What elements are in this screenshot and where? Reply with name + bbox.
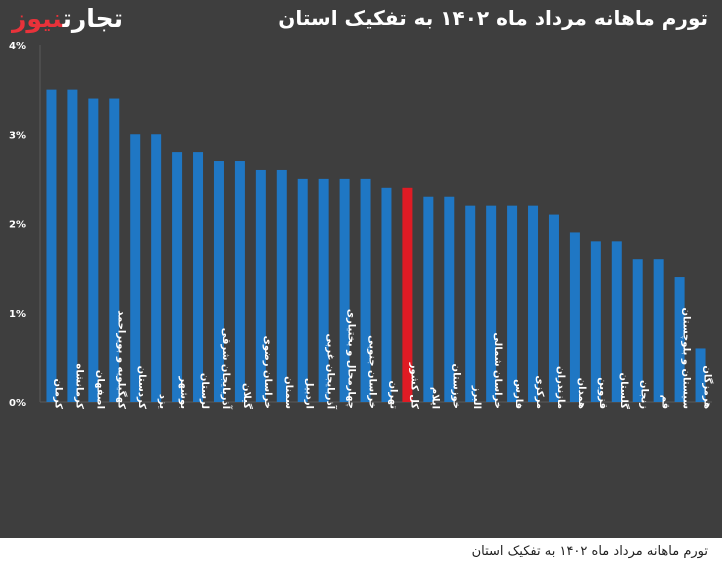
bar <box>632 259 643 402</box>
bar <box>653 259 664 402</box>
bar <box>130 134 141 402</box>
bar <box>276 169 287 402</box>
x-tick-label: قم <box>660 395 671 409</box>
y-tick-label: 2% <box>9 220 26 231</box>
bar <box>611 241 622 402</box>
bar <box>486 205 497 402</box>
x-tick-label: سمنان <box>283 376 294 409</box>
bar <box>339 178 350 402</box>
x-tick-label: هرمزگان <box>702 365 715 409</box>
x-tick-label: فارس <box>513 379 524 409</box>
x-tick-label: ایلام <box>429 387 440 409</box>
bar <box>151 134 162 402</box>
x-tick-label: لرستان <box>199 373 210 409</box>
x-tick-label: کرمان <box>52 378 63 409</box>
x-tick-label: بوشهر <box>178 375 189 409</box>
bar <box>402 187 413 402</box>
x-tick-label: گلستان <box>618 373 631 410</box>
x-tick-label: اصفهان <box>94 370 105 409</box>
bar <box>674 277 685 402</box>
x-tick-label: زنجان <box>639 380 650 409</box>
y-tick-label: 1% <box>9 309 26 320</box>
bar <box>569 232 580 402</box>
brand-logo: تجارتنیوز <box>12 2 123 36</box>
bar <box>193 152 204 402</box>
bar <box>318 178 329 402</box>
x-tick-label: البرز <box>471 385 482 409</box>
bar-chart: تورم ماهانه مرداد ماه ۱۴۰۲ به تفکیک استا… <box>9 6 715 410</box>
y-axis-ticks: 0% 1% 2% 3% 4% <box>9 41 26 409</box>
bar <box>423 196 434 402</box>
x-tick-label: یزد <box>157 394 168 409</box>
chart-panel: تورم ماهانه مرداد ماه ۱۴۰۲ به تفکیک استا… <box>0 0 722 538</box>
x-tick-label: کردستان <box>136 366 147 410</box>
x-tick-label: آذربایجان شرقی <box>220 328 233 410</box>
x-tick-label: آذربایجان غربی <box>325 334 338 410</box>
y-tick-label: 3% <box>9 130 26 141</box>
bars <box>46 89 706 403</box>
bar <box>695 348 706 402</box>
bar <box>360 178 371 402</box>
y-tick-label: 4% <box>9 41 26 52</box>
bar <box>590 241 601 402</box>
x-tick-label: تهران <box>387 380 398 409</box>
bar <box>465 205 476 402</box>
y-tick-label: 0% <box>9 398 26 409</box>
x-axis-labels: کرمان کرمانشاه اصفهان کهگیلویه و بویراحمد کر… <box>52 307 714 409</box>
bar <box>528 205 539 402</box>
bar <box>46 89 57 402</box>
bar <box>548 214 559 402</box>
x-tick-label: خراسان شمالی <box>492 332 503 409</box>
caption: تورم ماهانه مرداد ماه ۱۴۰۲ به تفکیک استا… <box>471 544 708 559</box>
bar <box>381 187 392 402</box>
x-tick-label: چهارمحال و بختیاری <box>346 309 357 409</box>
chart-title: تورم ماهانه مرداد ماه ۱۴۰۲ به تفکیک استا… <box>278 6 708 30</box>
x-tick-label: مازندران <box>555 366 566 409</box>
x-tick-label: خراسان رضوی <box>262 336 273 409</box>
x-tick-label: مرکزی <box>534 375 545 409</box>
bar <box>297 178 308 402</box>
x-tick-label: خراسان جنوبی <box>367 335 378 409</box>
x-tick-label: کهگیلویه و بویراحمد <box>115 310 128 409</box>
x-tick-label: کل کشور <box>408 362 419 409</box>
bar <box>213 161 224 402</box>
bar <box>88 98 99 403</box>
bar <box>172 152 183 402</box>
x-tick-label: خوزستان <box>450 364 461 409</box>
x-tick-label: قزوین <box>597 377 608 409</box>
brand-part-2: نیوز <box>12 4 63 33</box>
bar <box>67 89 78 402</box>
x-tick-label: همدان <box>576 378 587 409</box>
x-tick-label: اردبیل <box>304 378 315 409</box>
x-tick-label: سیستان و بلوچستان <box>681 307 692 409</box>
bar <box>234 161 245 402</box>
bar <box>255 169 266 402</box>
bar <box>444 196 455 402</box>
bar <box>507 205 518 402</box>
x-tick-label: کرمانشاه <box>73 363 84 409</box>
x-tick-label: گیلان <box>241 383 254 409</box>
bar <box>109 98 120 403</box>
brand-part-1: تجارت <box>62 4 124 33</box>
